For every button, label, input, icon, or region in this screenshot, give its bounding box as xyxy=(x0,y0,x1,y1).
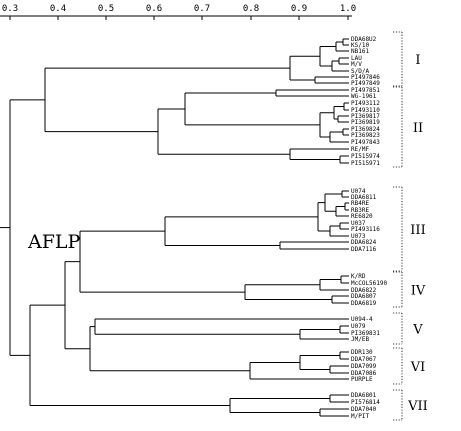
group-label: IV xyxy=(411,284,426,299)
axis-tick-label: 0.7 xyxy=(194,4,210,14)
leaf-label: DDA6801 xyxy=(351,392,377,399)
leaf-label: DDA6819 xyxy=(351,300,377,307)
group-label: VII xyxy=(407,399,428,414)
method-label: AFLP xyxy=(27,231,81,253)
leaf-label: PI369817 xyxy=(351,113,380,120)
leaf-label: DDA6822 xyxy=(351,287,377,294)
leaf-label: U073 xyxy=(351,233,366,240)
axis-tick-label: 0.6 xyxy=(146,4,162,14)
dendrogram-branches xyxy=(0,38,349,417)
leaf-label: PI493116 xyxy=(351,226,380,233)
leaf-label: LAU xyxy=(351,55,362,62)
leaf-label: DDA7067 xyxy=(351,356,377,363)
axis-tick-label: 0.9 xyxy=(291,4,307,14)
leaf-label: U094-4 xyxy=(351,316,373,323)
leaf-label: DDR130 xyxy=(351,349,373,356)
leaf-label: RB3RE xyxy=(351,207,369,214)
leaf-label: DDA68U2 xyxy=(351,36,377,43)
axis-tick-label: 0.3 xyxy=(2,4,18,14)
leaf-label: PI497843 xyxy=(351,139,380,146)
leaf-label: DDA6824 xyxy=(351,239,377,246)
leaf-label: PI369831 xyxy=(351,330,380,337)
leaf-label: PURPLE xyxy=(351,376,373,383)
leaf-label: DDA7040 xyxy=(351,406,377,413)
group-label: II xyxy=(413,121,423,136)
leaf-label: K/RD xyxy=(351,273,366,280)
leaf-label: DDA7116 xyxy=(351,246,377,253)
leaf-label: PI497851 xyxy=(351,87,380,94)
leaf-label: McCOL56190 xyxy=(351,280,388,287)
leaf-label: DDA6807 xyxy=(351,293,377,300)
leaf-label: WG-1961 xyxy=(351,93,377,100)
leaf-label: RE6820 xyxy=(351,213,373,220)
group-label: III xyxy=(410,223,425,238)
leaf-label: NB161 xyxy=(351,48,369,55)
group-label: VI xyxy=(410,360,426,375)
leaf-label: PI515974 xyxy=(351,153,380,160)
leaf-label: M/PIT xyxy=(351,413,369,420)
leaf-label: PI497849 xyxy=(351,80,380,87)
leaf-label: DDA7086 xyxy=(351,370,377,377)
leaf-label: PI515971 xyxy=(351,160,380,167)
leaf-label: PI497846 xyxy=(351,74,380,81)
leaf-label: PI493110 xyxy=(351,107,380,114)
leaf-label: RB4RE xyxy=(351,200,369,207)
axis-tick-label: 1.0 xyxy=(340,4,356,14)
leaf-label: PI493112 xyxy=(351,100,380,107)
leaf-label: DDA6811 xyxy=(351,194,377,201)
group-label: V xyxy=(412,323,423,338)
leaf-label: S/D/A xyxy=(351,68,369,75)
axis-tick-label: 0.5 xyxy=(98,4,114,14)
axis-tick-label: 0.8 xyxy=(243,4,259,14)
leaf-label: DDA7099 xyxy=(351,363,377,370)
leaf-label: U074 xyxy=(351,188,366,195)
leaf-label: U037 xyxy=(351,220,366,227)
leaf-label: U079 xyxy=(351,323,366,330)
leaf-label: M/V xyxy=(351,61,362,68)
leaf-label: JM/EB xyxy=(351,336,369,343)
leaf-label: PI369824 xyxy=(351,126,380,133)
leaf-label: PI369823 xyxy=(351,132,380,139)
leaf-label: PI576814 xyxy=(351,399,380,406)
leaf-label: KS/10 xyxy=(351,42,369,49)
group-label: I xyxy=(415,53,420,68)
leaf-label: RE/MF xyxy=(351,146,369,153)
leaf-labels: DDA68U2KS/10NB161LAUM/VS/D/API497846PI49… xyxy=(351,36,388,420)
axis-ticks: 0.3 0.4 0.5 0.6 0.7 0.8 0.9 1.0 xyxy=(2,4,356,20)
axis-tick-label: 0.4 xyxy=(50,4,66,14)
leaf-label: PI369819 xyxy=(351,119,380,126)
